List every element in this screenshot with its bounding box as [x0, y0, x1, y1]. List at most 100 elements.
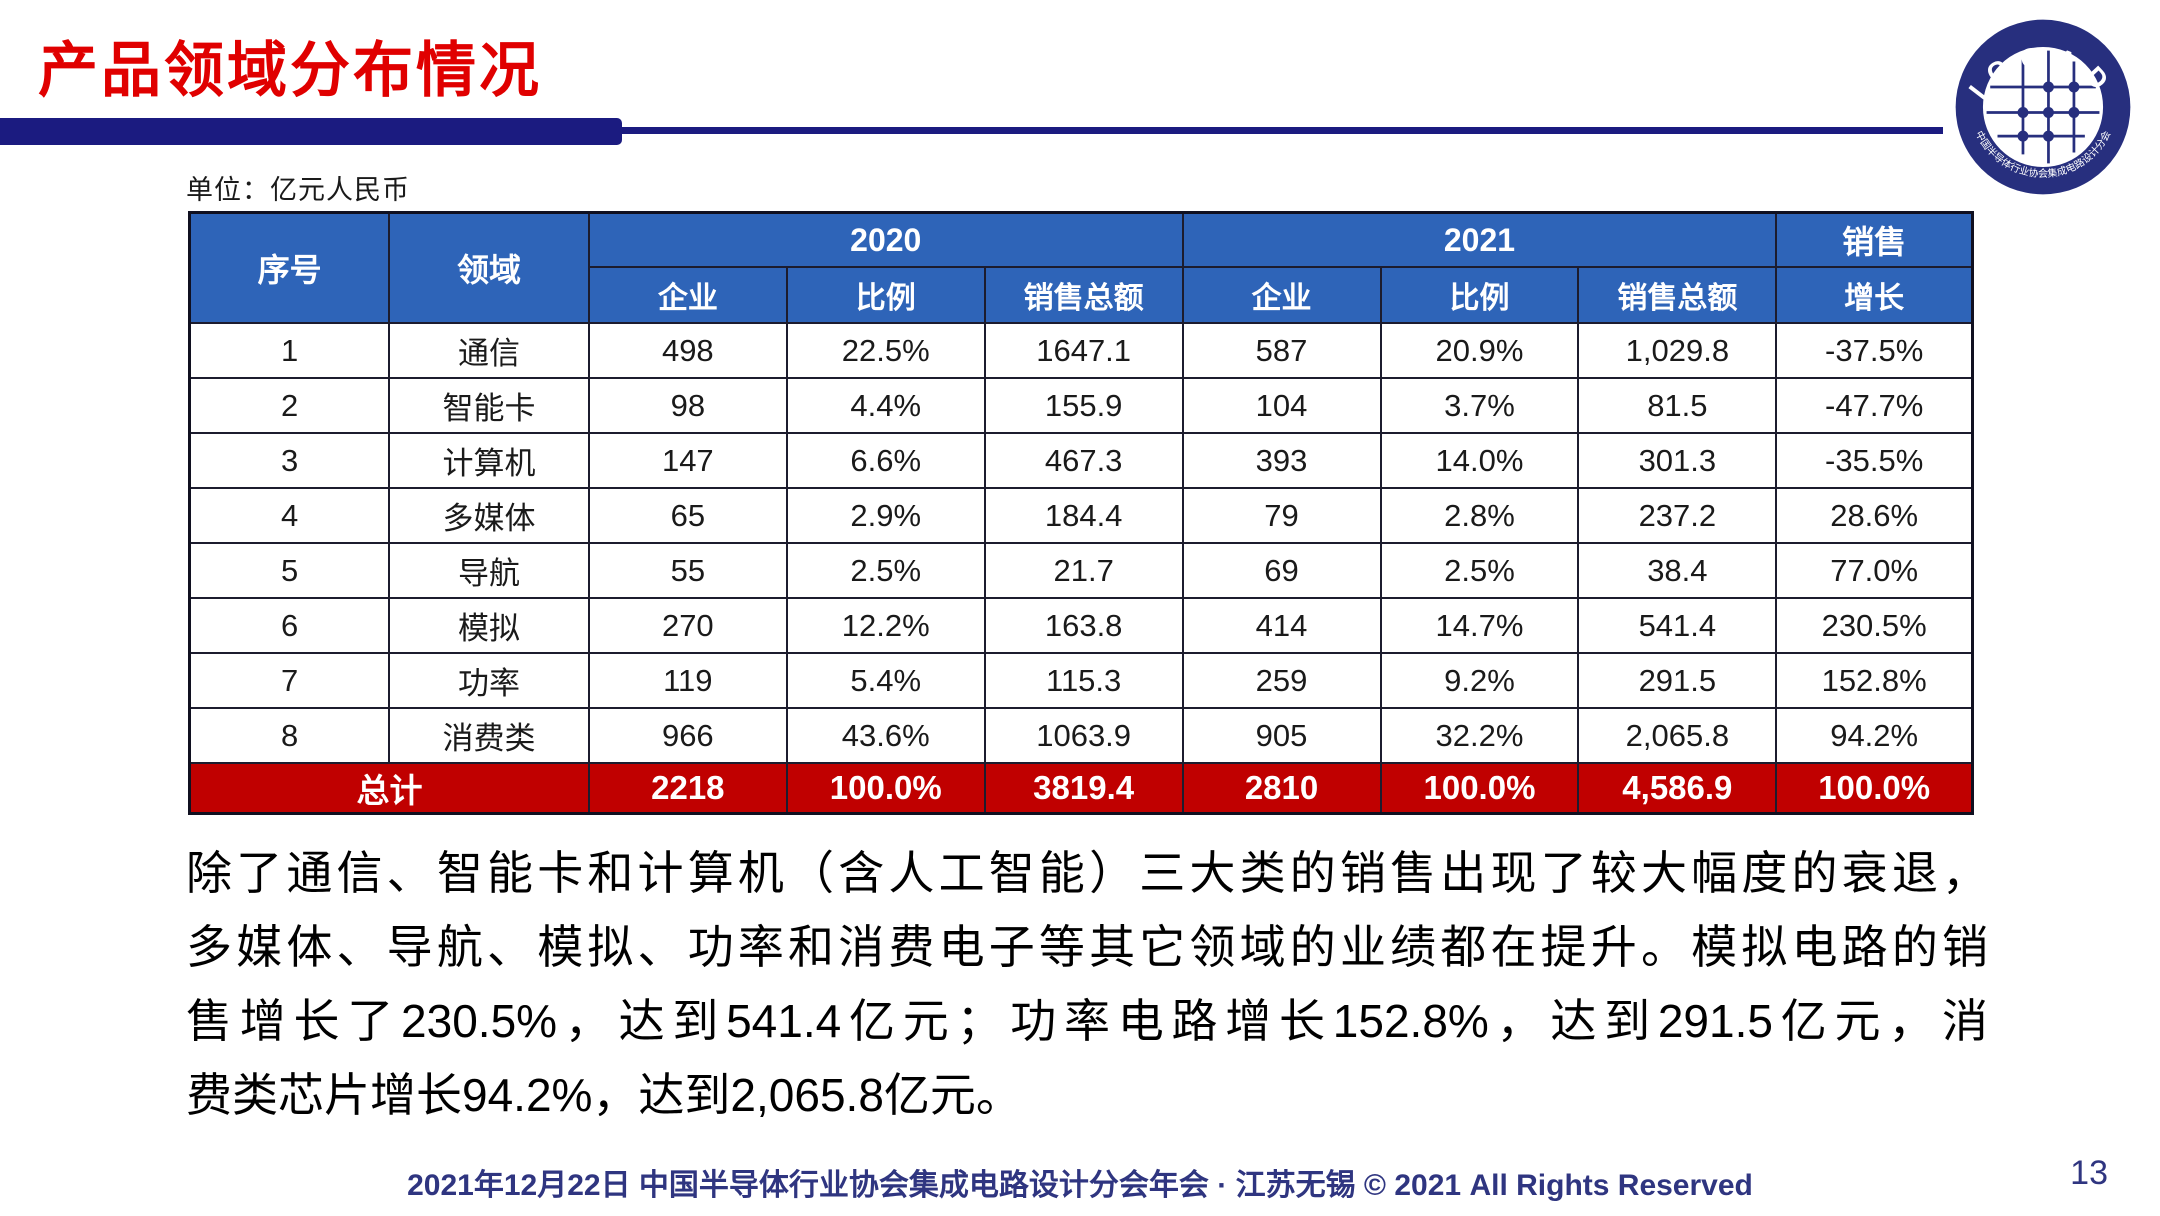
- table-cell: 115.3: [983, 652, 1184, 709]
- paragraph-line: 费类芯片增长94.2%，达到2,065.8亿元。: [186, 1069, 1022, 1121]
- page-title: 产品领域分布情况: [38, 37, 542, 104]
- summary-paragraph: 除了通信、智能卡和计算机（含人工智能）三大类的销售出现了较大幅度的衰退， 多媒体…: [186, 836, 1988, 1132]
- table-cell: 消费类: [388, 707, 590, 764]
- table-cell: -47.7%: [1775, 377, 1974, 434]
- table-cell: 6: [188, 597, 391, 654]
- table-cell: 152.8%: [1775, 652, 1974, 709]
- paragraph-line: 多媒体、导航、模拟、功率和消费电子等其它领域的业绩都在提升。模拟电路的销: [186, 921, 1988, 973]
- total-cell: 100.0%: [1775, 762, 1974, 815]
- header-row-groups: 序号 领域 2020 2021 销售: [188, 211, 1974, 324]
- page-number: 13: [2070, 1154, 2108, 1192]
- table-cell: 9.2%: [1379, 652, 1580, 709]
- table-cell: 291.5: [1577, 652, 1778, 709]
- table-cell: 1647.1: [983, 322, 1184, 379]
- table-cell: 65: [587, 487, 788, 544]
- header-cell-2021: 2021: [1181, 211, 1778, 268]
- unit-label: 单位：亿元人民币: [186, 175, 410, 205]
- total-cell: 100.0%: [1379, 762, 1580, 815]
- table-cell: 1: [188, 322, 391, 379]
- table-cell: 3.7%: [1379, 377, 1580, 434]
- iccad-logo-icon: ICCAD 中国半导体行业协会集成电路设计分会: [1955, 19, 2131, 195]
- table-cell: 3: [188, 432, 391, 489]
- table-cell: 2.5%: [785, 542, 986, 599]
- table-cell: 81.5: [1577, 377, 1778, 434]
- data-table: 序号 领域 2020 2021 销售 企业 比例 销售总额 企业 比例 销售总额…: [188, 211, 1974, 815]
- header-cell-no: 序号: [188, 211, 391, 324]
- logo-circuit-dots: [2017, 81, 2080, 142]
- table-cell: 184.4: [983, 487, 1184, 544]
- table-cell: 467.3: [983, 432, 1184, 489]
- table-cell: 5.4%: [785, 652, 986, 709]
- table-cell: 155.9: [983, 377, 1184, 434]
- table-cell: 77.0%: [1775, 542, 1974, 599]
- table-cell: 259: [1181, 652, 1382, 709]
- table-row: 2 智能卡 98 4.4% 155.9 104 3.7% 81.5 -47.7%: [188, 377, 1974, 434]
- table-cell: 1,029.8: [1577, 322, 1778, 379]
- table-cell: -37.5%: [1775, 322, 1974, 379]
- table-cell: 1063.9: [983, 707, 1184, 764]
- header-cell-growth-bottom: 增长: [1775, 266, 1974, 324]
- table-cell: 301.3: [1577, 432, 1778, 489]
- title-underline-thick: [0, 118, 622, 145]
- table-cell: 智能卡: [388, 377, 590, 434]
- table-cell: 498: [587, 322, 788, 379]
- table-cell: 98: [587, 377, 788, 434]
- total-label: 总计: [188, 762, 590, 815]
- header-row-sub: 企业 比例 销售总额 企业 比例 销售总额 增长: [190, 266, 1974, 324]
- table-cell: 104: [1181, 377, 1382, 434]
- table-cell: 14.7%: [1379, 597, 1580, 654]
- table-cell: 587: [1181, 322, 1382, 379]
- table-cell: 2.8%: [1379, 487, 1580, 544]
- table-total-row: 总计 2218 100.0% 3819.4 2810 100.0% 4,586.…: [188, 762, 1974, 815]
- table-row: 8 消费类 966 43.6% 1063.9 905 32.2% 2,065.8…: [188, 707, 1974, 764]
- table-cell: 2.9%: [785, 487, 986, 544]
- table-cell: 5: [188, 542, 391, 599]
- table-cell: 21.7: [983, 542, 1184, 599]
- table-cell: 2,065.8: [1577, 707, 1778, 764]
- header-cell-2021-sales: 销售总额: [1577, 266, 1778, 324]
- table-cell: 393: [1181, 432, 1382, 489]
- table-row: 6 模拟 270 12.2% 163.8 414 14.7% 541.4 230…: [188, 597, 1974, 654]
- table-cell: 7: [188, 652, 391, 709]
- table-cell: 多媒体: [388, 487, 590, 544]
- table-row: 3 计算机 147 6.6% 467.3 393 14.0% 301.3 -35…: [188, 432, 1974, 489]
- table-cell: 541.4: [1577, 597, 1778, 654]
- total-cell: 100.0%: [785, 762, 986, 815]
- table-cell: 270: [587, 597, 788, 654]
- header-cell-2020-companies: 企业: [587, 266, 788, 324]
- total-cell: 2218: [587, 762, 788, 815]
- footer-credit: 2021年12月22日 中国半导体行业协会集成电路设计分会年会 · 江苏无锡 ©…: [407, 1169, 1753, 1202]
- header-cell-domain: 领域: [388, 211, 590, 324]
- total-cell: 2810: [1181, 762, 1382, 815]
- table-cell: 966: [587, 707, 788, 764]
- table-cell: 230.5%: [1775, 597, 1974, 654]
- table-cell: 2.5%: [1379, 542, 1580, 599]
- table-cell: 28.6%: [1775, 487, 1974, 544]
- table-cell: 32.2%: [1379, 707, 1580, 764]
- table-cell: 55: [587, 542, 788, 599]
- header-cell-2021-companies: 企业: [1181, 266, 1382, 324]
- table-cell: 通信: [388, 322, 590, 379]
- table-cell: 计算机: [388, 432, 590, 489]
- table-row: 1 通信 498 22.5% 1647.1 587 20.9% 1,029.8 …: [188, 322, 1974, 379]
- table-cell: 4.4%: [785, 377, 986, 434]
- table-cell: 237.2: [1577, 487, 1778, 544]
- table-cell: 38.4: [1577, 542, 1778, 599]
- table-cell: 功率: [388, 652, 590, 709]
- title-underline-thin: [620, 127, 1943, 134]
- table-row: 4 多媒体 65 2.9% 184.4 79 2.8% 237.2 28.6%: [188, 487, 1974, 544]
- paragraph-line: 售增长了230.5%，达到541.4亿元；功率电路增长152.8%，达到291.…: [186, 995, 1988, 1047]
- table-cell: 414: [1181, 597, 1382, 654]
- paragraph-line: 除了通信、智能卡和计算机（含人工智能）三大类的销售出现了较大幅度的衰退，: [186, 847, 1988, 899]
- table-cell: 6.6%: [785, 432, 986, 489]
- header-cell-2020: 2020: [587, 211, 1184, 268]
- table-cell: 12.2%: [785, 597, 986, 654]
- table-cell: 119: [587, 652, 788, 709]
- table-cell: 94.2%: [1775, 707, 1974, 764]
- table-cell: 43.6%: [785, 707, 986, 764]
- table-cell: 147: [587, 432, 788, 489]
- table-cell: 69: [1181, 542, 1382, 599]
- header-cell-growth-top: 销售: [1775, 211, 1974, 268]
- table-cell: 导航: [388, 542, 590, 599]
- table-row: 7 功率 119 5.4% 115.3 259 9.2% 291.5 152.8…: [188, 652, 1974, 709]
